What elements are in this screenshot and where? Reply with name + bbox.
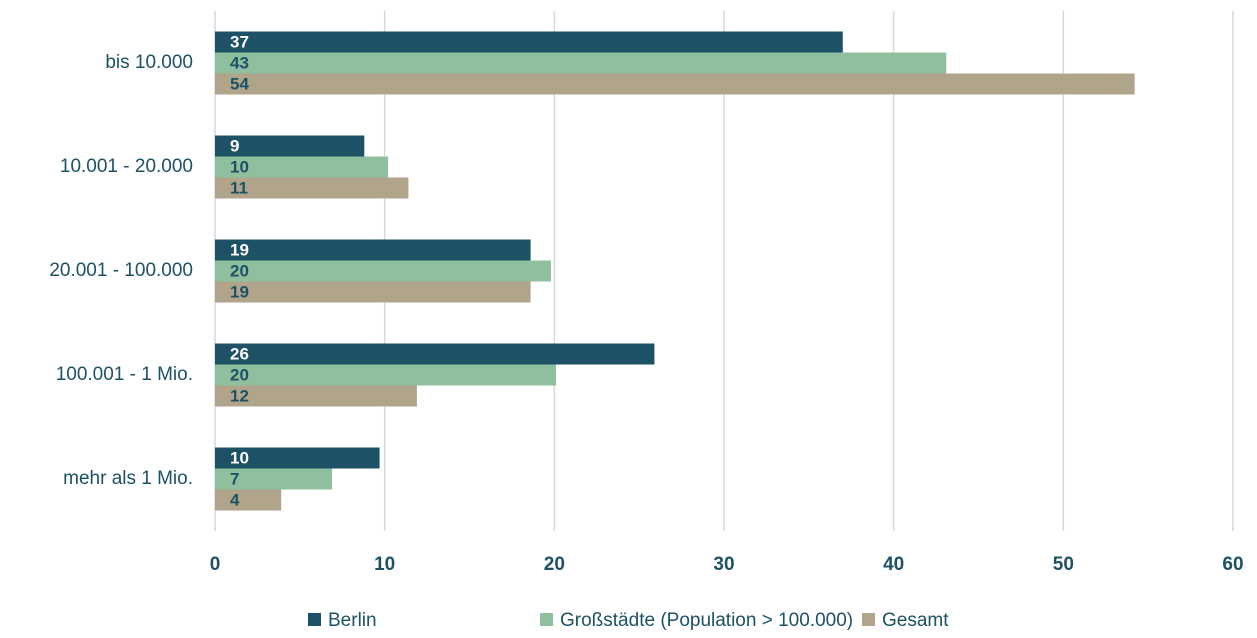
data-label: 43 — [230, 53, 249, 72]
bar — [215, 343, 655, 365]
legend-swatch — [862, 613, 875, 626]
data-label: 10 — [230, 448, 249, 467]
bar — [215, 385, 417, 407]
y-tick-label: 10.001 - 20.000 — [60, 156, 193, 177]
data-label: 26 — [230, 344, 249, 363]
data-label: 10 — [230, 157, 249, 176]
bar — [215, 73, 1135, 95]
bar — [215, 468, 333, 490]
y-tick-label: 100.001 - 1 Mio. — [56, 364, 193, 385]
bar — [215, 156, 389, 178]
legend-label: Gesamt — [882, 610, 949, 631]
y-tick-label: mehr als 1 Mio. — [63, 468, 193, 489]
data-label: 11 — [230, 178, 248, 197]
x-tick-label: 10 — [374, 554, 395, 575]
data-label: 20 — [230, 261, 249, 280]
x-tick-label: 40 — [883, 554, 904, 575]
x-tick-label: 50 — [1053, 554, 1074, 575]
bar — [215, 281, 531, 303]
bar — [215, 239, 531, 261]
bar — [215, 177, 409, 199]
legend-label: Berlin — [328, 610, 377, 631]
bar — [215, 447, 380, 469]
legend-swatch — [540, 613, 553, 626]
data-label: 7 — [230, 469, 239, 488]
bar — [215, 52, 947, 74]
data-label: 9 — [230, 136, 239, 155]
y-tick-label: 20.001 - 100.000 — [49, 260, 193, 281]
bar — [215, 489, 282, 511]
data-label: 4 — [230, 490, 240, 509]
bar — [215, 31, 843, 53]
legend-label: Großstädte (Population > 100.000) — [560, 610, 853, 631]
x-tick-label: 60 — [1222, 554, 1243, 575]
y-tick-label: bis 10.000 — [105, 52, 193, 73]
bar — [215, 260, 551, 282]
data-label: 20 — [230, 365, 249, 384]
x-tick-label: 20 — [544, 554, 565, 575]
legend-swatch — [308, 613, 321, 626]
x-tick-label: 30 — [713, 554, 734, 575]
x-tick-label: 0 — [210, 554, 221, 575]
bar — [215, 135, 365, 157]
data-label: 19 — [230, 240, 249, 259]
bar — [215, 364, 557, 386]
data-label: 54 — [230, 74, 249, 93]
data-label: 12 — [230, 386, 249, 405]
data-label: 19 — [230, 282, 249, 301]
data-label: 37 — [230, 32, 249, 51]
